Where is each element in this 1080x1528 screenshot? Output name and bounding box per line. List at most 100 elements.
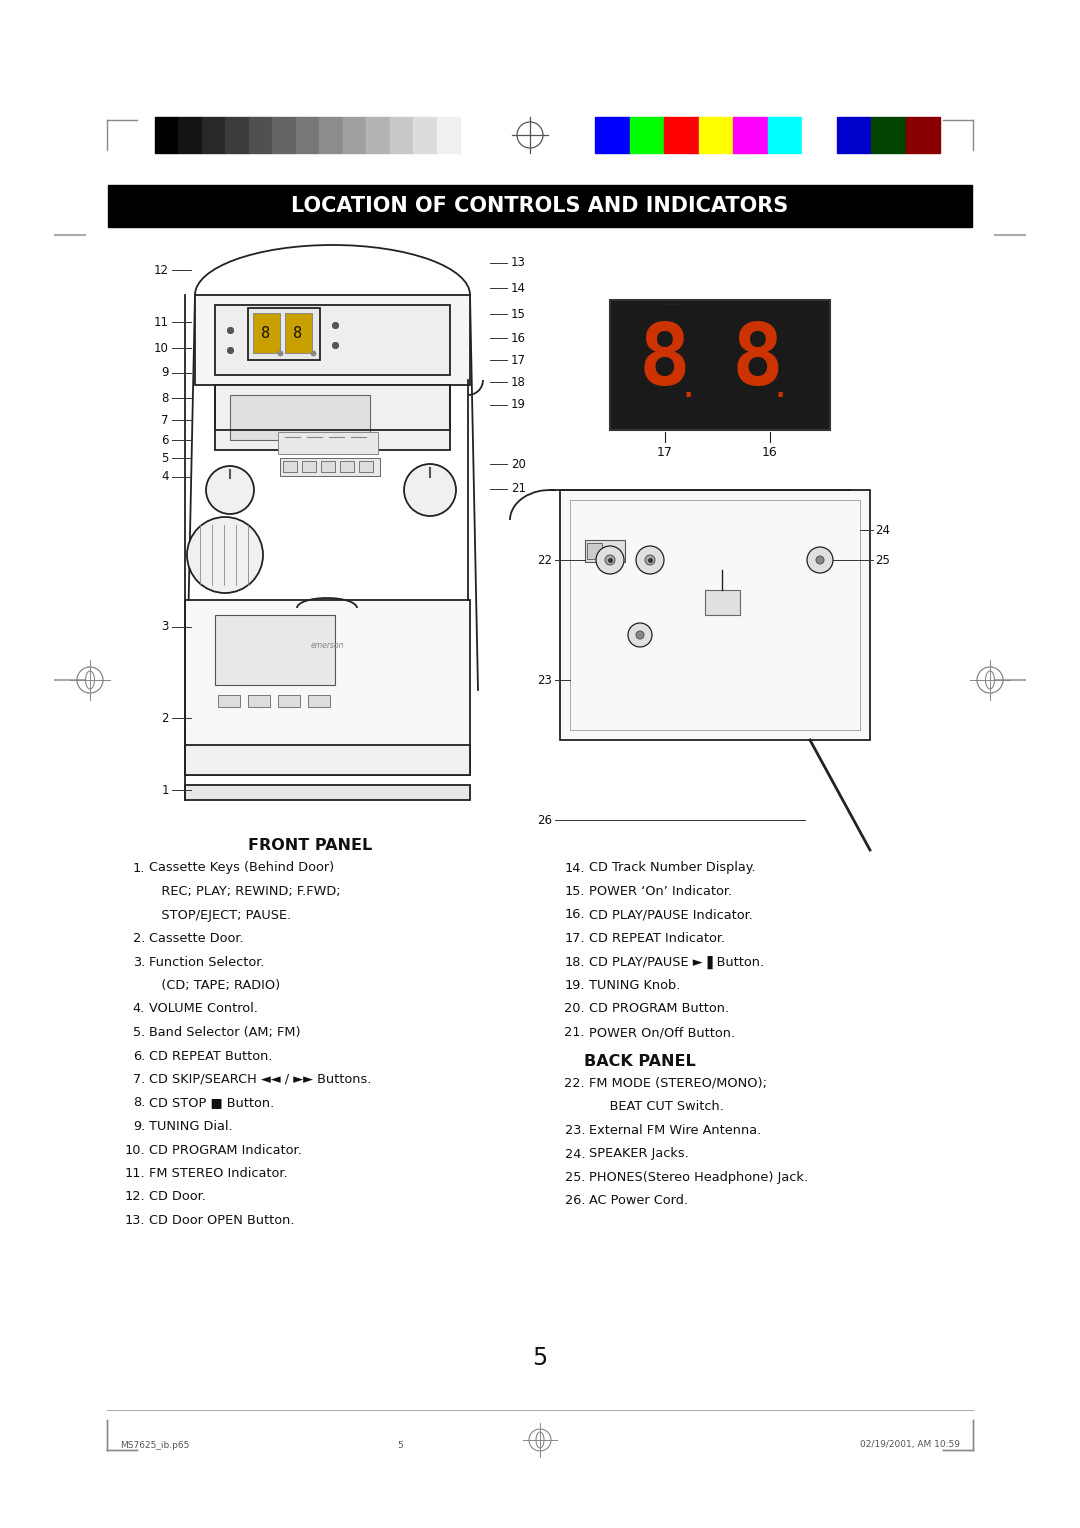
Text: 3.: 3. [133, 955, 145, 969]
Text: .: . [773, 364, 786, 406]
Text: 13: 13 [511, 257, 526, 269]
Text: 9: 9 [162, 367, 168, 379]
Text: BEAT CUT Switch.: BEAT CUT Switch. [589, 1100, 724, 1114]
Text: 18: 18 [511, 376, 526, 388]
Bar [280, 458, 380, 477]
Text: CD SKIP/SEARCH ◄◄ / ►► Buttons.: CD SKIP/SEARCH ◄◄ / ►► Buttons. [149, 1073, 372, 1086]
Text: 22.: 22. [565, 1077, 585, 1089]
Text: 8: 8 [261, 325, 271, 341]
Bar [285, 313, 312, 353]
Bar [413, 118, 436, 153]
Text: 2.: 2. [133, 932, 145, 944]
Text: 25: 25 [875, 553, 890, 567]
Bar [699, 118, 733, 153]
Text: Cassette Keys (Behind Door): Cassette Keys (Behind Door) [149, 862, 334, 874]
Circle shape [627, 623, 652, 646]
Text: CD Track Number Display.: CD Track Number Display. [589, 862, 756, 874]
Text: 15: 15 [511, 307, 526, 321]
Text: LOCATION OF CONTROLS AND INDICATORS: LOCATION OF CONTROLS AND INDICATORS [292, 196, 788, 215]
Circle shape [645, 555, 654, 565]
Text: 7.: 7. [133, 1073, 145, 1086]
Text: 12: 12 [154, 263, 168, 277]
Text: POWER ‘On’ Indicator.: POWER ‘On’ Indicator. [589, 885, 732, 898]
Text: 1: 1 [162, 784, 168, 796]
Bar [630, 118, 664, 153]
Bar [870, 118, 905, 153]
Text: 8: 8 [639, 321, 691, 403]
Text: TUNING Knob.: TUNING Knob. [589, 979, 680, 992]
Text: CD STOP ■ Button.: CD STOP ■ Button. [149, 1097, 274, 1109]
Bar [595, 118, 630, 153]
Text: CD Door OPEN Button.: CD Door OPEN Button. [149, 1215, 295, 1227]
Text: 10.: 10. [124, 1143, 145, 1157]
Bar [230, 396, 370, 440]
Text: CD Door.: CD Door. [149, 1190, 206, 1204]
Bar [278, 695, 300, 707]
Text: 10: 10 [154, 341, 168, 354]
Text: CD REPEAT Button.: CD REPEAT Button. [149, 1050, 272, 1062]
Text: (CD; TAPE; RADIO): (CD; TAPE; RADIO) [149, 979, 280, 992]
Text: 18.: 18. [565, 955, 585, 969]
Text: 14: 14 [511, 281, 526, 295]
Text: 13.: 13. [124, 1215, 145, 1227]
Text: 20.: 20. [565, 1002, 585, 1016]
Bar [570, 500, 860, 730]
Bar [321, 461, 335, 472]
Text: External FM Wire Antenna.: External FM Wire Antenna. [589, 1125, 761, 1137]
Text: TUNING Dial.: TUNING Dial. [149, 1120, 232, 1132]
Text: 5.: 5. [133, 1025, 145, 1039]
Circle shape [206, 466, 254, 513]
Text: 23: 23 [537, 674, 552, 686]
Text: 3: 3 [162, 620, 168, 634]
Bar [296, 118, 320, 153]
Bar [342, 118, 366, 153]
Text: POWER On/Off Button.: POWER On/Off Button. [589, 1025, 735, 1039]
Bar [837, 118, 870, 153]
Circle shape [636, 631, 644, 639]
Text: 11.: 11. [124, 1167, 145, 1180]
Bar [278, 432, 378, 454]
Text: 4: 4 [162, 471, 168, 483]
Bar [218, 695, 240, 707]
Text: FRONT PANEL: FRONT PANEL [248, 837, 373, 853]
Bar [802, 118, 837, 153]
Text: 5: 5 [397, 1441, 403, 1450]
Text: 2: 2 [162, 712, 168, 724]
Circle shape [187, 516, 264, 593]
Text: 26.: 26. [565, 1195, 585, 1207]
Text: PHONES(Stereo Headphone) Jack.: PHONES(Stereo Headphone) Jack. [589, 1170, 808, 1184]
Bar [248, 118, 272, 153]
Bar [733, 118, 768, 153]
Text: CD PROGRAM Indicator.: CD PROGRAM Indicator. [149, 1143, 301, 1157]
Text: 21.: 21. [565, 1025, 585, 1039]
Bar [185, 746, 470, 775]
Bar [215, 614, 335, 685]
Text: 21: 21 [511, 483, 526, 495]
Bar [436, 118, 460, 153]
Text: Function Selector.: Function Selector. [149, 955, 265, 969]
Bar [178, 118, 202, 153]
Bar [185, 601, 470, 775]
Text: 20: 20 [511, 457, 526, 471]
Bar [359, 461, 373, 472]
Text: FM STEREO Indicator.: FM STEREO Indicator. [149, 1167, 287, 1180]
Text: 16: 16 [511, 332, 526, 344]
Text: 8.: 8. [133, 1097, 145, 1109]
Circle shape [596, 545, 624, 575]
Bar [588, 542, 602, 559]
Bar [272, 118, 296, 153]
Bar [905, 118, 940, 153]
Text: 5: 5 [532, 1346, 548, 1371]
Text: 22: 22 [537, 553, 552, 567]
Bar [215, 306, 450, 374]
Bar [156, 118, 178, 153]
Text: 7: 7 [162, 414, 168, 426]
Bar [664, 118, 699, 153]
Text: 14.: 14. [565, 862, 585, 874]
Text: FM MODE (STEREO/MONO);: FM MODE (STEREO/MONO); [589, 1077, 767, 1089]
Text: 5: 5 [162, 451, 168, 465]
Text: 17.: 17. [565, 932, 585, 944]
Text: 02/19/2001, AM 10:59: 02/19/2001, AM 10:59 [860, 1441, 960, 1450]
Text: 11: 11 [154, 315, 168, 329]
Bar [185, 785, 470, 801]
